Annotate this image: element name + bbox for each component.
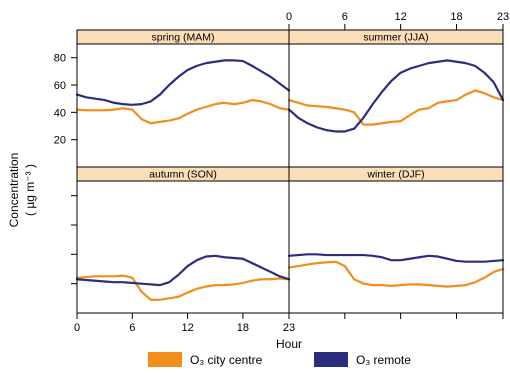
strip-title-autumn-son: autumn (SON) [149,169,217,181]
series-line-autumn-son-remote [75,254,291,287]
x-tick-label-top-18: 18 [450,11,462,23]
y-tick-label-60: 60 [54,80,66,92]
series-line-winter-djf-remote [287,253,505,263]
panel-summer-jja: summer (JJA) [287,29,505,133]
x-axis-title: Hour [276,337,302,351]
x-tick-label-top-0: 0 [286,11,292,23]
strip-title-summer-jja: summer (JJA) [363,32,428,44]
y-tick-label-20: 20 [54,135,66,147]
plot-frame [76,29,504,314]
x-tick-label-top-23: 23 [497,11,509,23]
x-tick-label-top-6: 6 [342,11,348,23]
strip-title-winter-djf: winter (DJF) [366,169,424,181]
panel-winter-djf: winter (DJF) [287,166,505,288]
x-tick-label-bottom-18: 18 [237,322,249,334]
legend-label-remote: O₃ remote [356,353,411,367]
x-tick-label-bottom-23: 23 [283,322,295,334]
series-line-autumn-son-city-centre [75,274,291,301]
y-tick-label-40: 40 [54,107,66,119]
x-tick-label-bottom-12: 12 [181,322,193,334]
legend: O₃ city centre O₃ remote [148,352,411,367]
strip-title-spring-mam: spring (MAM) [151,32,214,44]
x-tick-label-top-12: 12 [395,11,407,23]
series-line-spring-mam-city-centre [75,98,291,125]
x-tick-label-bottom-0: 0 [74,322,80,334]
axes-layer: 20 40 60 80 0 0 6 6 12 12 18 18 23 23 [54,11,509,334]
panels-layer: spring (MAM) summer (JJA) autumn (SON) wint… [75,29,505,301]
y-axis-title: Concentration [7,153,21,228]
panel-autumn-son: autumn (SON) [75,166,291,301]
legend-swatch-city-centre [148,352,182,367]
series-line-summer-jja-city-centre [287,89,505,126]
x-tick-label-bottom-6: 6 [129,322,135,334]
series-line-spring-mam-remote [75,59,291,106]
legend-label-city-centre: O₃ city centre [190,353,263,367]
legend-swatch-remote [314,352,348,367]
y-tick-label-80: 80 [54,53,66,65]
series-line-summer-jja-remote [287,59,505,133]
series-line-winter-djf-city-centre [287,260,505,288]
y-axis-unit: ( µg m⁻³ ) [23,164,37,216]
panel-spring-mam: spring (MAM) [75,29,291,125]
